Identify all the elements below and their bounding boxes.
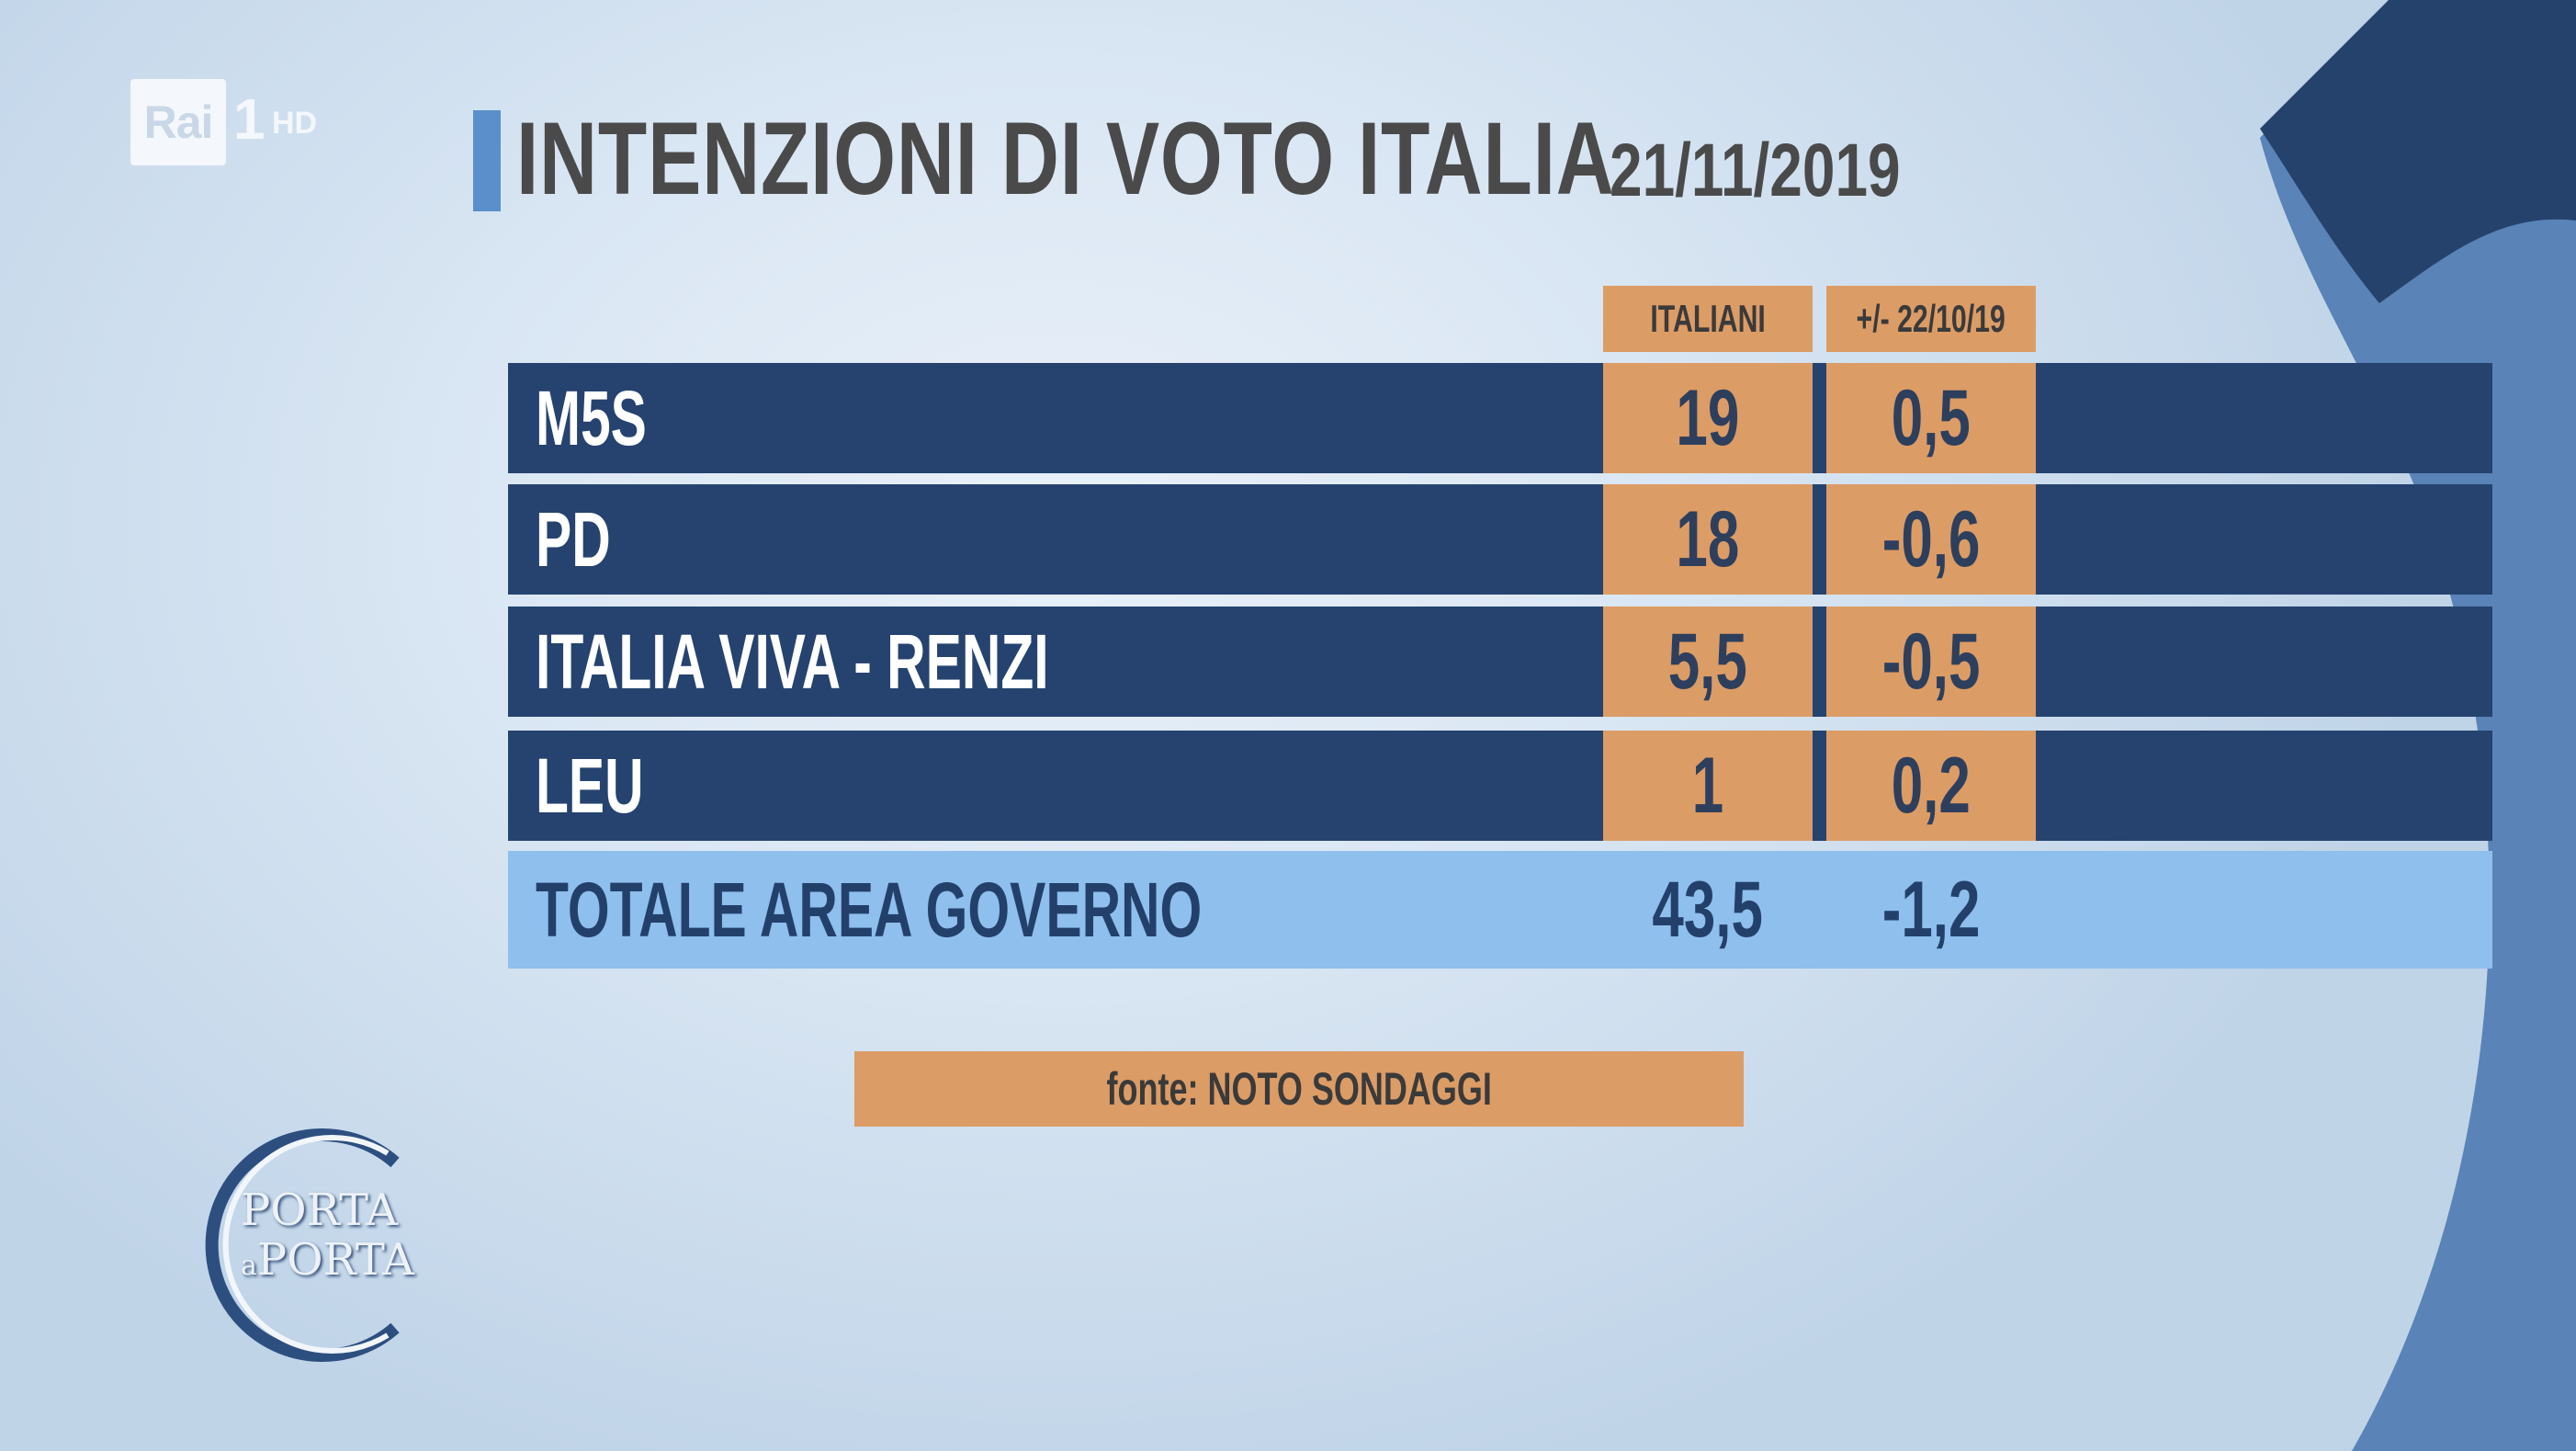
total-italiani-value: 43,5: [1652, 866, 1764, 954]
total-label: TOTALE AREA GOVERNO: [536, 867, 1203, 953]
table-row: ITALIA VIVA - RENZI 5,5 -0,5: [508, 606, 2492, 717]
italiani-value: 19: [1603, 363, 1813, 473]
change-value: 0,2: [1826, 731, 2036, 841]
porta-a-porta-logo: [205, 1128, 400, 1362]
table-row: M5S 19 0,5: [508, 363, 2492, 473]
total-change-value: -1,2: [1881, 866, 1981, 954]
cell-divider: [1813, 606, 1826, 717]
italiani-value: 5,5: [1603, 606, 1813, 717]
table-row: PD 18 -0,6: [508, 484, 2492, 595]
party-name: PD: [536, 496, 611, 583]
channel-number: 1: [233, 88, 266, 152]
logo-word-porta-2: PORTA: [256, 1234, 414, 1286]
change-value: 0,5: [1826, 363, 2036, 473]
hd-badge: HD: [272, 106, 318, 141]
party-name: ITALIA VIVA - RENZI: [536, 618, 1049, 705]
page-title: INTENZIONI DI VOTO ITALIA: [516, 101, 1615, 216]
change-value: -0,5: [1826, 606, 2036, 717]
italiani-value: 18: [1603, 484, 1813, 595]
cell-divider: [1813, 363, 1826, 473]
title-accent-bar: [473, 110, 501, 211]
column-header-change: +/- 22/10/19: [1826, 286, 2036, 352]
logo-word-a: a: [241, 1250, 257, 1282]
cell-divider: [1813, 731, 1826, 841]
rai-logo: Rai: [130, 79, 226, 165]
logo-word-porta: PORTA: [241, 1185, 398, 1236]
column-header-italiani: ITALIANI: [1603, 286, 1813, 352]
poll-date: 21/11/2019: [1610, 129, 1901, 212]
party-name: LEU: [536, 743, 644, 829]
source-label: fonte: NOTO SONDAGGI: [854, 1051, 1744, 1127]
party-name: M5S: [536, 375, 647, 461]
rai-logo-text: Rai: [143, 96, 214, 148]
porta-a-porta-wordmark: PORTA aPORTA: [241, 1185, 414, 1291]
total-row: TOTALE AREA GOVERNO 43,5 -1,2: [508, 851, 2492, 969]
italiani-value: 1: [1603, 731, 1813, 841]
cell-divider: [1813, 484, 1826, 595]
change-value: -0,6: [1826, 484, 2036, 595]
table-row: LEU 1 0,2: [508, 731, 2492, 841]
